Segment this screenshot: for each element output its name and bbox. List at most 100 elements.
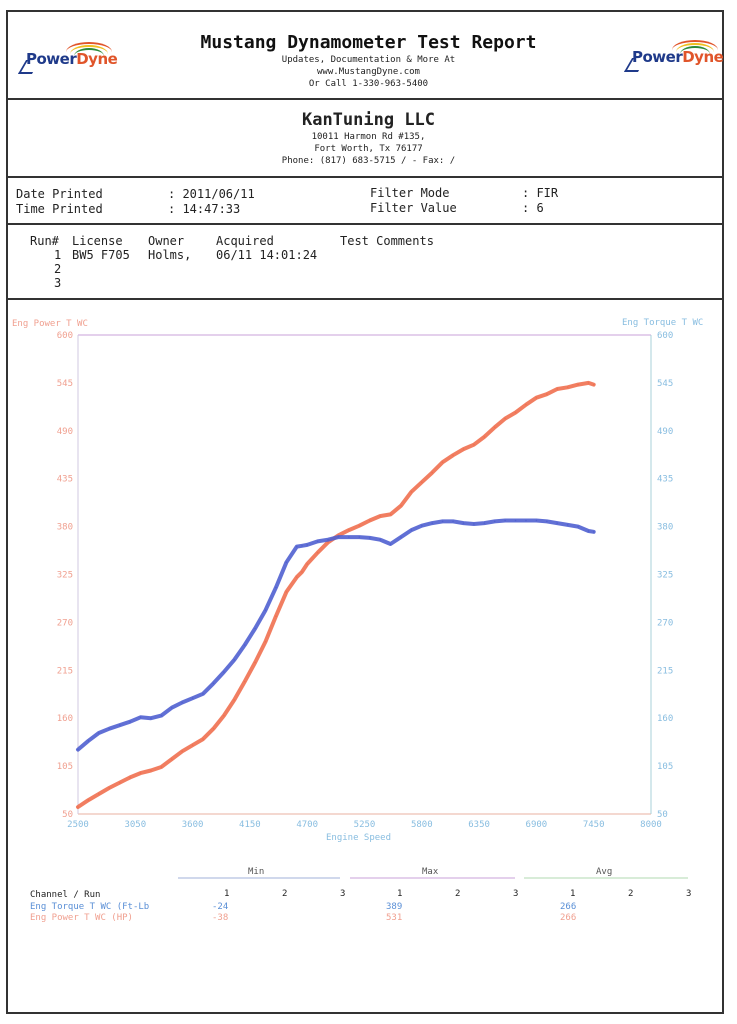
- power-point: [285, 591, 288, 593]
- torque-point: [483, 522, 486, 524]
- power-point: [410, 490, 413, 493]
- power-point: [243, 680, 246, 683]
- power-point: [295, 576, 298, 578]
- stats-avg-run2: 2: [628, 889, 634, 899]
- y-tick-label-right: 545: [657, 379, 673, 389]
- power-point: [577, 383, 579, 386]
- power-point: [431, 471, 434, 474]
- power-point: [535, 396, 538, 399]
- torque-point: [410, 529, 413, 531]
- torque-point: [577, 525, 579, 528]
- x-tick-label: 5250: [354, 820, 376, 830]
- stats-torque-max: 389: [386, 902, 403, 912]
- right-axis-label: Eng Torque T WC: [622, 318, 704, 328]
- power-curve: [76, 380, 596, 809]
- divider-runs: [6, 298, 724, 300]
- power-point: [421, 481, 423, 483]
- power-point: [233, 699, 236, 701]
- stats-max-run3: 3: [513, 889, 519, 899]
- torque-point: [348, 536, 350, 538]
- torque-point: [129, 720, 131, 723]
- x-tick-label: 2500: [67, 820, 89, 830]
- stats-torque-min: -24: [212, 902, 229, 912]
- power-point: [400, 504, 402, 507]
- header-line-updates: Updates, Documentation & More At: [281, 55, 456, 65]
- business-address1: 10011 Harmon Rd #135,: [311, 132, 426, 142]
- power-point: [441, 461, 444, 463]
- stats-torque-channel: Eng Torque T WC (Ft-Lb: [30, 902, 150, 912]
- power-point: [316, 551, 319, 554]
- power-point: [587, 382, 590, 384]
- power-point: [566, 386, 569, 389]
- stats-group-max: Max: [422, 867, 439, 877]
- torque-point: [566, 524, 569, 526]
- torque-curve: [76, 518, 596, 752]
- power-point: [108, 787, 111, 789]
- torque-point: [275, 586, 277, 589]
- filter-value-label: Filter Value: [370, 201, 457, 215]
- power-point: [212, 727, 215, 730]
- power-point: [546, 393, 548, 396]
- power-point: [150, 769, 152, 772]
- divider-business: [6, 176, 724, 178]
- y-tick-label-right: 270: [657, 618, 673, 628]
- stats-max-run1: 1: [397, 889, 403, 899]
- torque-point: [87, 740, 90, 742]
- torque-point: [243, 644, 246, 646]
- torque-point: [181, 701, 183, 704]
- runs-header-license: License: [72, 234, 123, 248]
- stats-power-avg: 266: [560, 913, 577, 923]
- stats-avg-run1: 1: [570, 889, 576, 899]
- torque-point: [264, 609, 267, 612]
- power-point: [264, 640, 267, 643]
- x-tick-label: 7450: [583, 820, 605, 830]
- runs-header-acquired: Acquired: [216, 234, 274, 248]
- torque-point: [431, 522, 434, 524]
- power-point: [98, 793, 100, 795]
- power-point: [483, 436, 486, 438]
- torque-point: [337, 536, 340, 538]
- power-point: [202, 738, 204, 740]
- stats-channel-header: Channel / Run: [30, 890, 101, 900]
- torque-point: [358, 536, 361, 538]
- y-tick-label-left: 380: [57, 523, 73, 533]
- powerdyne-logo-right: PowerDyne: [623, 40, 724, 72]
- power-point: [462, 448, 465, 450]
- stats-power-min: -38: [212, 913, 229, 923]
- power-point: [368, 519, 371, 522]
- power-point: [129, 776, 131, 779]
- x-tick-label: 3050: [124, 820, 146, 830]
- power-point: [348, 529, 350, 531]
- y-tick-label-right: 380: [657, 523, 673, 533]
- torque-point: [295, 545, 298, 548]
- y-tick-label-left: 50: [62, 810, 73, 820]
- power-point: [358, 524, 361, 527]
- run-3-number: 3: [54, 276, 62, 290]
- torque-point: [160, 714, 163, 717]
- power-point: [87, 799, 90, 801]
- time-printed-value: : 14:47:33: [168, 202, 241, 216]
- stats-power-channel: Eng Power T WC (HP): [30, 913, 133, 923]
- torque-point: [150, 717, 152, 719]
- runs-header-run: Run#: [30, 234, 59, 248]
- torque-point: [441, 520, 444, 523]
- business-phone: Phone: (817) 683-5715 / - Fax: /: [281, 156, 456, 166]
- torque-point: [254, 627, 256, 630]
- logo-left-part1: Power: [26, 50, 77, 68]
- business-address2: Fort Worth, Tx 76177: [314, 144, 423, 154]
- torque-point: [108, 727, 111, 730]
- power-point: [139, 772, 142, 774]
- logo-right-part1: Power: [632, 48, 683, 66]
- x-tick-label: 8000: [640, 820, 662, 830]
- power-point: [473, 443, 475, 446]
- torque-point: [191, 697, 194, 699]
- y-tick-label-left: 490: [57, 427, 73, 437]
- left-axis-label: Eng Power T WC: [12, 319, 88, 329]
- power-point: [223, 714, 225, 717]
- filter-mode-label: Filter Mode: [370, 186, 450, 200]
- power-point: [525, 403, 527, 406]
- power-point: [514, 411, 517, 414]
- torque-point: [98, 732, 100, 734]
- torque-point: [514, 519, 517, 522]
- torque-point: [139, 716, 142, 719]
